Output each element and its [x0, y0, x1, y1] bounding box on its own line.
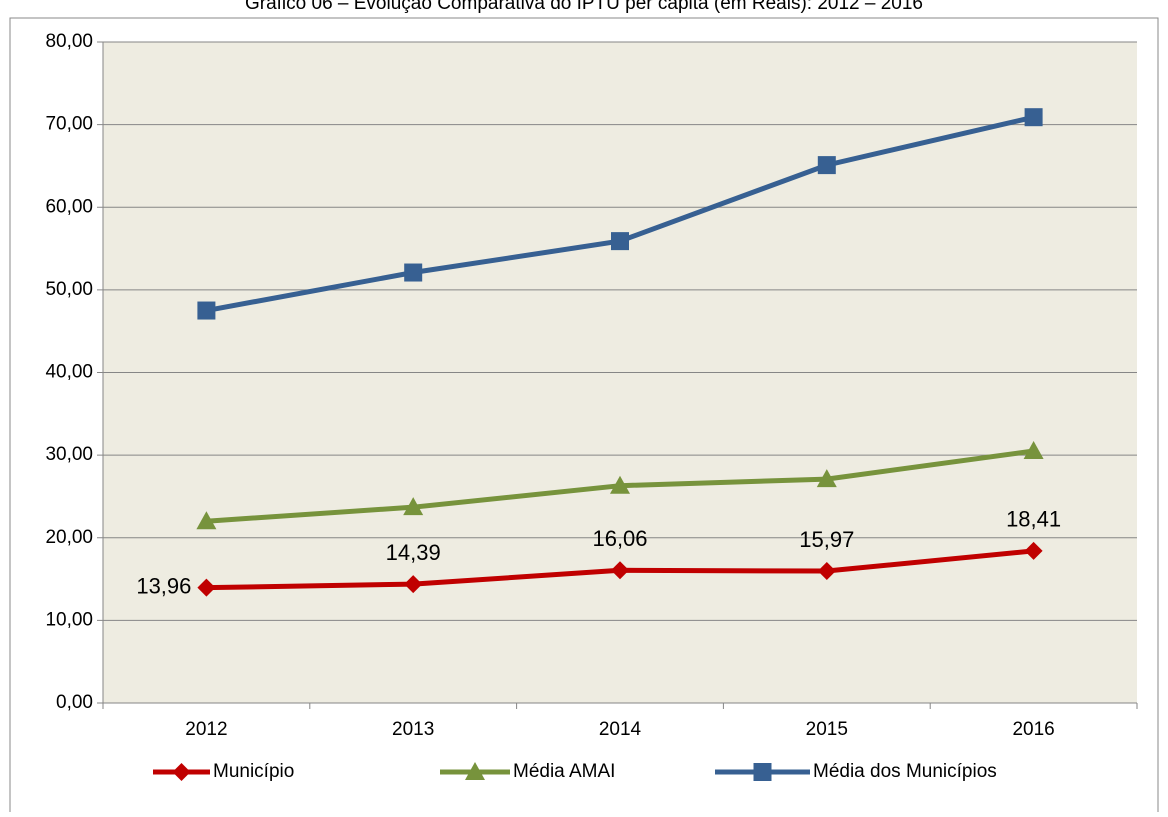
marker — [611, 561, 629, 580]
legend-label: Município — [213, 761, 294, 782]
marker — [611, 232, 629, 251]
y-tick-label: 30,00 — [45, 444, 93, 465]
marker — [404, 575, 423, 594]
x-tick-label: 2013 — [392, 719, 434, 740]
marker — [816, 469, 837, 488]
marker — [465, 762, 485, 780]
x-tick-label: 2012 — [185, 719, 227, 740]
y-tick-label: 10,00 — [45, 609, 93, 630]
y-tick-label: 80,00 — [45, 31, 93, 52]
marker — [404, 263, 423, 282]
marker — [817, 156, 836, 175]
data-label: 14,39 — [386, 540, 441, 565]
marker — [1024, 108, 1043, 127]
marker — [172, 763, 191, 781]
data-label: 13,96 — [136, 573, 191, 598]
legend-label: Média AMAI — [513, 761, 615, 782]
data-label: 15,97 — [799, 527, 854, 552]
legend-label: Média dos Municípios — [813, 761, 997, 782]
y-tick-label: 0,00 — [56, 692, 93, 713]
data-label: 18,41 — [1006, 507, 1061, 532]
x-tick-label: 2015 — [806, 719, 848, 740]
data-label: 16,06 — [592, 526, 647, 551]
x-tick-label: 2016 — [1012, 719, 1054, 740]
y-tick-label: 40,00 — [45, 362, 93, 383]
y-tick-label: 60,00 — [45, 196, 93, 217]
marker — [197, 301, 216, 320]
marker — [1024, 541, 1043, 560]
marker — [753, 763, 772, 781]
marker — [196, 511, 217, 530]
y-tick-label: 70,00 — [45, 114, 93, 135]
marker — [817, 562, 836, 581]
marker — [197, 578, 216, 597]
marker — [403, 497, 424, 516]
y-tick-label: 20,00 — [45, 527, 93, 548]
x-tick-label: 2014 — [599, 719, 642, 740]
marker — [1023, 440, 1044, 459]
marker — [610, 475, 630, 494]
y-tick-label: 50,00 — [45, 279, 93, 300]
chart-title: Gráfico 06 – Evolução Comparativa do IPT… — [245, 0, 923, 14]
